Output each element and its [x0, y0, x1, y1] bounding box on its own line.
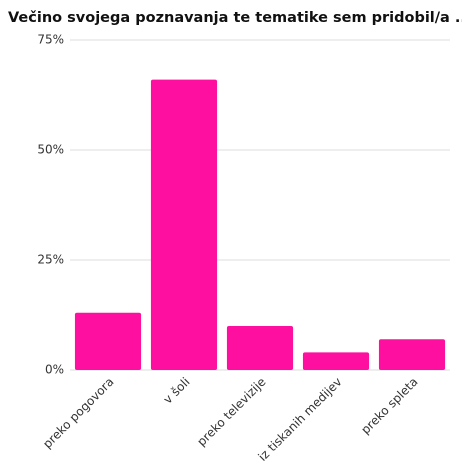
x-tick-label: preko spleta: [358, 375, 420, 437]
x-tick-label: iz tiskanih medijev: [255, 375, 344, 464]
y-tick-label: 50%: [37, 143, 64, 157]
bar: [302, 352, 370, 370]
x-tick-label: v šoli: [161, 375, 193, 407]
bar: [378, 339, 446, 370]
bar: [226, 326, 294, 370]
y-tick-label: 25%: [37, 253, 64, 267]
bar: [74, 312, 142, 370]
x-tick-label: preko pogovora: [40, 375, 116, 451]
y-tick-label: 0%: [45, 363, 64, 377]
y-tick-label: 75%: [37, 33, 64, 47]
bar: [150, 79, 218, 370]
chart-title: Večino svojega poznavanja te tematike se…: [8, 10, 462, 26]
x-tick-label: preko televizije: [194, 375, 268, 449]
